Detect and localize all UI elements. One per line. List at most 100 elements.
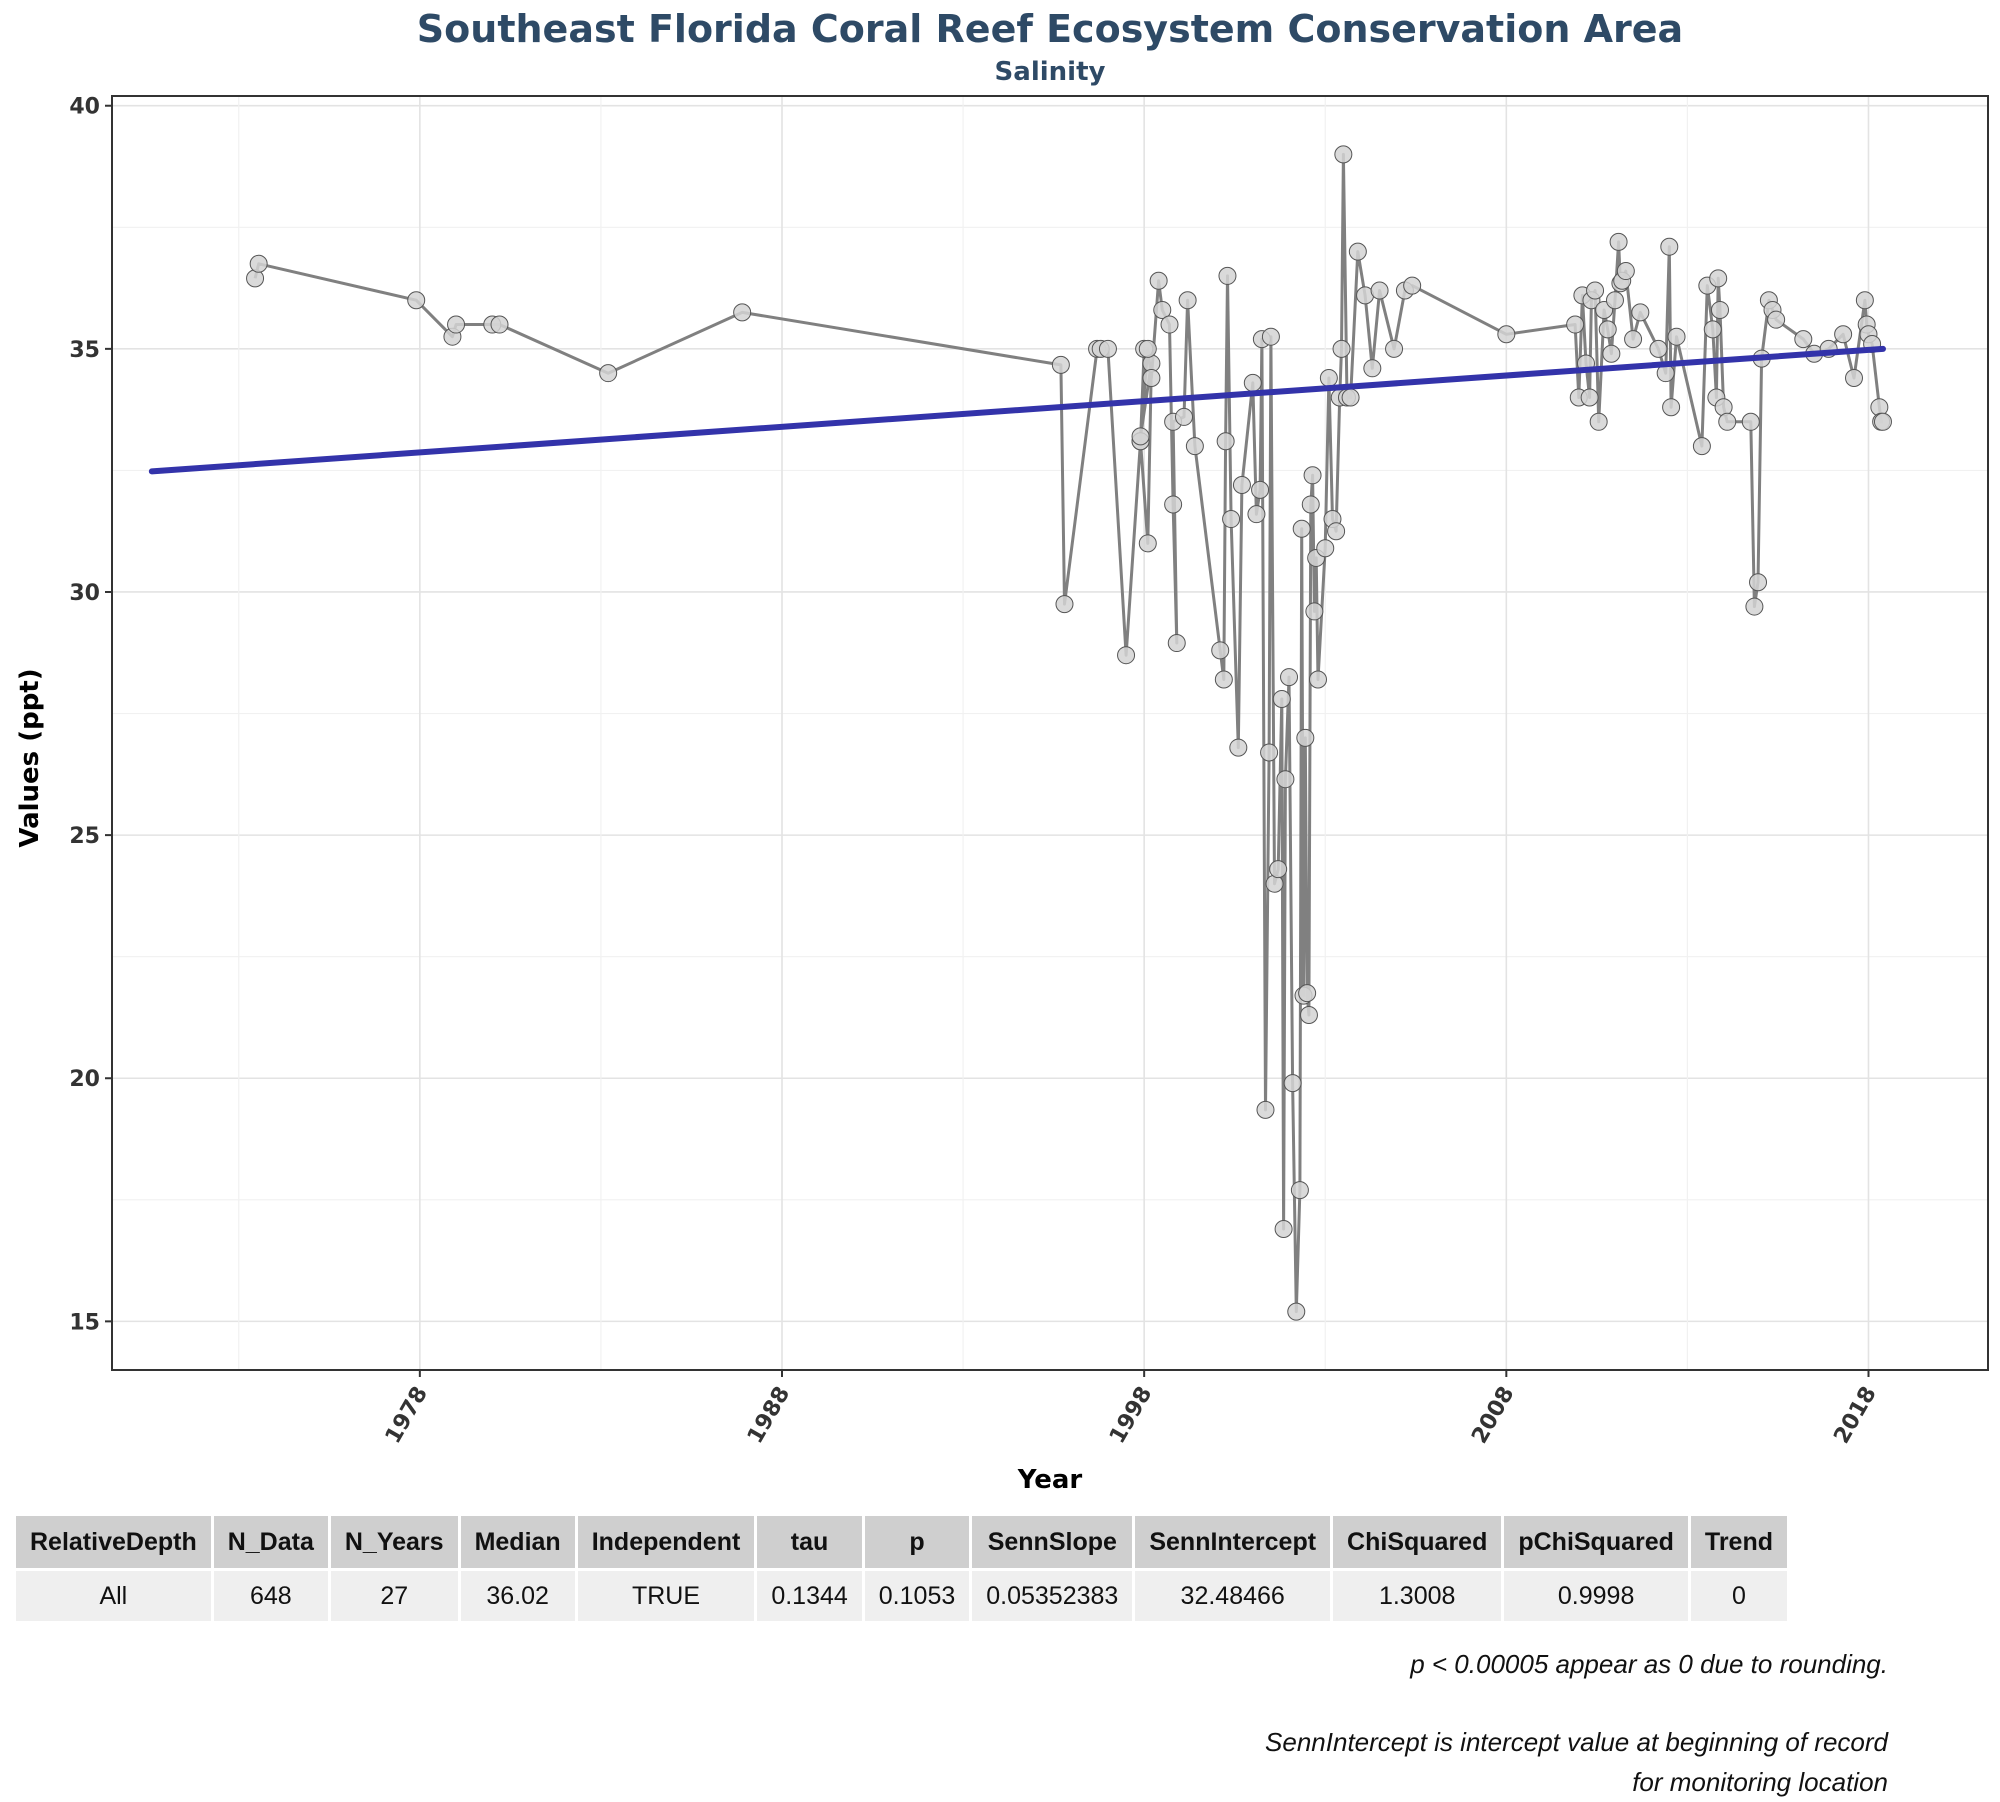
data-point	[1160, 315, 1179, 334]
data-point	[1794, 330, 1813, 349]
table-cell: All	[16, 1568, 214, 1621]
table-header-cell: ChiSquared	[1331, 1516, 1505, 1570]
data-point	[1332, 339, 1351, 358]
table-cell: 1.3008	[1331, 1568, 1505, 1621]
chart-subtitle: Salinity	[995, 57, 1106, 87]
table-header-cell: p	[863, 1516, 973, 1570]
data-point	[1243, 373, 1262, 392]
data-point	[1855, 291, 1874, 310]
data-point	[1709, 269, 1728, 288]
data-point	[1274, 1219, 1293, 1238]
data-point	[1117, 646, 1136, 665]
data-point	[1292, 519, 1311, 538]
table-header-cell: SennSlope	[970, 1516, 1136, 1570]
table-cell: 0	[1689, 1568, 1787, 1621]
data-point	[249, 254, 268, 273]
data-point	[1260, 743, 1279, 762]
y-axis: 15 20 25 30 35 40	[69, 95, 112, 1335]
x-tick-label: 1988	[743, 1383, 795, 1449]
data-point	[1385, 339, 1404, 358]
table-header-cell: Independent	[576, 1516, 758, 1570]
data-point	[1256, 1100, 1275, 1119]
y-tick-label: 35	[69, 338, 100, 363]
data-point	[1269, 860, 1288, 879]
table-cell: 0.9998	[1502, 1568, 1691, 1621]
data-point	[1692, 437, 1711, 456]
data-point	[1229, 738, 1248, 757]
data-point	[447, 315, 466, 334]
data-point	[1301, 495, 1320, 514]
data-point	[1580, 388, 1599, 407]
data-point	[599, 364, 618, 383]
data-point	[1305, 602, 1324, 621]
data-point	[1296, 728, 1315, 747]
table-cell: 27	[329, 1568, 461, 1621]
y-tick-label: 40	[69, 95, 100, 120]
data-point	[1167, 634, 1186, 653]
table-header-cell: tau	[755, 1516, 865, 1570]
table-cell: TRUE	[576, 1568, 758, 1621]
data-point	[490, 315, 509, 334]
data-point	[1287, 1302, 1306, 1321]
senn-intercept-note: SennIntercept is intercept value at begi…	[1265, 1727, 1888, 1797]
data-point	[1247, 505, 1266, 524]
data-point	[1497, 325, 1516, 344]
table-header-cell: Trend	[1689, 1516, 1787, 1570]
data-point	[1175, 407, 1193, 426]
chart: Southeast Florida Coral Reef Ecosystem C…	[15, 7, 1989, 1495]
data-point	[1624, 330, 1643, 349]
data-point	[1164, 495, 1183, 514]
data-point	[1609, 232, 1628, 251]
table-header-cell: N_Data	[212, 1516, 331, 1570]
data-point	[1153, 300, 1172, 319]
data-point	[1055, 595, 1074, 614]
data-point	[1834, 325, 1853, 344]
data-point	[1341, 388, 1360, 407]
table-cell: 0.05352383	[970, 1568, 1136, 1621]
data-point	[1309, 670, 1327, 689]
table-cell: 648	[212, 1568, 331, 1621]
table-cell: 32.48466	[1133, 1568, 1334, 1621]
data-point	[1131, 427, 1150, 446]
data-point	[1098, 339, 1117, 358]
data-point	[1327, 522, 1346, 541]
data-point	[1660, 237, 1679, 256]
data-point	[1745, 597, 1764, 616]
data-point	[1316, 539, 1335, 558]
data-point	[1276, 770, 1295, 789]
data-point	[1741, 412, 1760, 431]
data-point	[1232, 476, 1251, 495]
data-point	[1767, 310, 1786, 329]
data-point	[1149, 271, 1168, 290]
series-layer	[148, 145, 1892, 1321]
data-point	[1303, 466, 1322, 485]
data-point	[1616, 262, 1635, 281]
p-value-note: p < 0.00005 appear as 0 due to rounding.	[1410, 1649, 1888, 1679]
data-point	[1280, 668, 1299, 687]
data-point	[407, 291, 426, 310]
y-tick-label: 15	[69, 1310, 100, 1335]
data-point	[1749, 573, 1768, 592]
data-point	[1334, 145, 1353, 164]
data-point	[1363, 359, 1382, 378]
y-axis-title: Values (ppt)	[15, 668, 45, 847]
data-point	[1185, 437, 1204, 456]
data-point	[1290, 1181, 1309, 1200]
data-point	[1138, 339, 1157, 358]
x-tick-label: 1978	[381, 1383, 433, 1449]
table-cell: 0.1344	[755, 1568, 865, 1621]
data-point	[1251, 480, 1270, 499]
data-point	[1142, 369, 1161, 388]
table-header-cell: Median	[459, 1516, 578, 1570]
data-point	[1589, 412, 1608, 431]
data-point	[1711, 300, 1729, 319]
table-header-cell: SennIntercept	[1133, 1516, 1334, 1570]
data-point	[1370, 281, 1389, 300]
x-tick-label: 1998	[1105, 1383, 1157, 1449]
y-tick-label: 30	[69, 581, 100, 606]
chart-title: Southeast Florida Coral Reef Ecosystem C…	[417, 7, 1683, 51]
data-point	[1845, 369, 1863, 388]
table-header-cell: pChiSquared	[1502, 1516, 1691, 1570]
grid	[112, 96, 1988, 1370]
data-point	[1261, 327, 1280, 346]
